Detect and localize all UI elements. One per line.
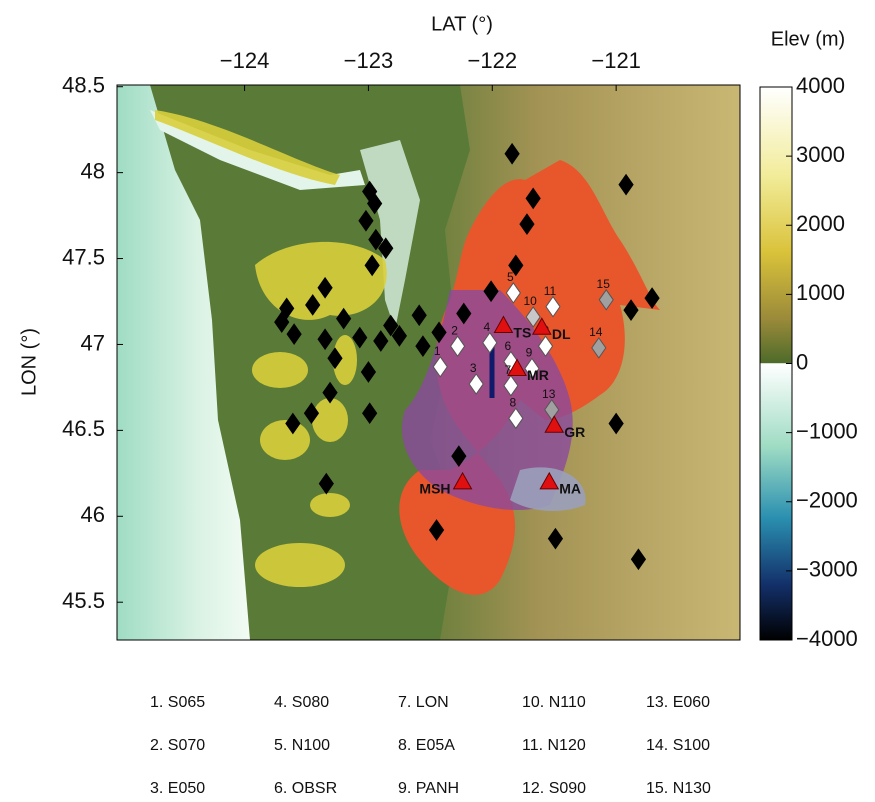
y-tick-label: 46.5: [62, 416, 105, 441]
station-label: 4: [483, 320, 490, 334]
legend-entry: 8. E05A: [398, 737, 455, 754]
legend-entry: 14. S100: [646, 737, 710, 754]
legend-entry: 9. PANH: [398, 780, 459, 797]
volcano-label: MA: [559, 481, 581, 497]
legend-entry: 6. OBSR: [274, 780, 337, 797]
x-axis-title: LAT (°): [431, 13, 493, 35]
legend-entry: 3. E050: [150, 780, 205, 797]
legend-entry: 13. E060: [646, 694, 710, 711]
terrain: [117, 85, 740, 640]
y-tick-label: 48: [81, 158, 105, 183]
y-tick-label: 46: [81, 502, 105, 527]
y-tick-label: 48.5: [62, 73, 105, 98]
colorbar-tick-label: 3000: [796, 142, 845, 167]
legend-entry: 1. S065: [150, 694, 205, 711]
legend-entry: 7. LON: [398, 694, 449, 711]
legend-entry: 12. S090: [522, 780, 586, 797]
station-label: 8: [509, 396, 516, 410]
legend-entry: 10. N110: [522, 694, 586, 711]
x-tick-label: −123: [344, 48, 394, 73]
y-tick-label: 45.5: [62, 588, 105, 613]
colorbar-tick-label: 2000: [796, 211, 845, 236]
volcano-label: DL: [552, 326, 571, 342]
colorbar-title: Elev (m): [771, 28, 845, 50]
station-label: 2: [451, 323, 458, 337]
colorbar-tick-label: 1000: [796, 280, 845, 305]
station-label: 10: [523, 294, 537, 308]
volcano-label: TS: [513, 324, 531, 340]
x-tick-label: −124: [220, 48, 270, 73]
volcano-label: GR: [564, 424, 585, 440]
station-label: 3: [470, 361, 477, 375]
station-label: 5: [507, 270, 514, 284]
station-label: 1: [434, 344, 441, 358]
station-label: 11: [544, 284, 557, 298]
colorbar-tick-label: −2000: [796, 488, 858, 513]
colorbar-tick-label: −4000: [796, 626, 858, 651]
legend-entry: 15. N130: [646, 780, 711, 797]
station-label: 15: [597, 277, 611, 291]
y-tick-label: 47: [81, 330, 105, 355]
station-label: 9: [526, 346, 533, 360]
station-label: 14: [589, 325, 603, 339]
legend-entry: 4. S080: [274, 694, 329, 711]
figure: LAT (°) LON (°) Elev (m) −124 −123 −122 −12…: [0, 0, 875, 802]
legend-entry: 2. S070: [150, 737, 205, 754]
x-tick-label: −121: [591, 48, 641, 73]
colorbar-tick-label: 4000: [796, 73, 845, 98]
y-axis-title: LON (°): [18, 328, 40, 396]
legend-entry: 11. N120: [522, 737, 586, 754]
x-tick-label: −122: [468, 48, 518, 73]
volcano-label: MSH: [419, 481, 450, 497]
colorbar-tick-label: 0: [796, 349, 808, 374]
volcano-label: MR: [527, 367, 549, 383]
station-label: 13: [542, 387, 556, 401]
colorbar-tick-label: −1000: [796, 418, 858, 443]
colorbar-tick-label: −3000: [796, 557, 858, 582]
y-tick-label: 47.5: [62, 244, 105, 269]
station-label: 6: [505, 339, 512, 353]
legend-entry: 5. N100: [274, 737, 330, 754]
